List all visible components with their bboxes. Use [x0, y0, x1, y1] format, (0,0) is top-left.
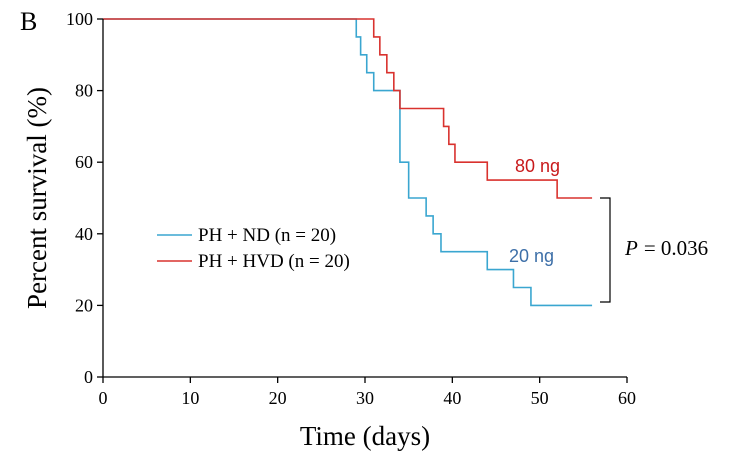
x-tick-label: 60	[618, 388, 636, 408]
legend: PH + ND (n = 20) PH + HVD (n = 20)	[157, 225, 350, 272]
annotation-80ng: 80 ng	[515, 156, 560, 176]
x-tick-label: 50	[531, 388, 549, 408]
survival-curve-nd	[103, 18, 593, 307]
annotation-20ng: 20 ng	[509, 246, 554, 266]
significance-bracket	[600, 197, 611, 303]
survival-curve-hvd	[103, 18, 593, 199]
x-axis-label: Time (days)	[300, 421, 430, 451]
x-tick-label: 10	[181, 388, 199, 408]
x-ticks: 0 10 20 30 40 50 60	[99, 377, 636, 408]
x-tick-label: 0	[99, 388, 108, 408]
y-tick-label: 60	[75, 152, 93, 172]
y-tick-label: 100	[66, 9, 93, 29]
legend-label-nd: PH + ND (n = 20)	[198, 225, 336, 246]
y-tick-label: 80	[75, 81, 93, 101]
y-tick-label: 40	[75, 224, 93, 244]
p-value-label: P	[624, 236, 638, 260]
y-axis-label: Percent survival (%)	[22, 87, 52, 309]
plot-curves	[103, 18, 593, 307]
panel-label: B	[20, 7, 37, 36]
y-tick-label: 20	[75, 295, 93, 315]
p-value-number: = 0.036	[644, 236, 708, 260]
p-value: P = 0.036	[624, 236, 708, 260]
x-tick-label: 40	[443, 388, 461, 408]
y-tick-label: 0	[84, 367, 93, 387]
x-tick-label: 30	[356, 388, 374, 408]
y-ticks: 0 20 40 60 80 100	[66, 9, 103, 387]
x-tick-label: 20	[269, 388, 287, 408]
legend-label-hvd: PH + HVD (n = 20)	[198, 251, 350, 272]
